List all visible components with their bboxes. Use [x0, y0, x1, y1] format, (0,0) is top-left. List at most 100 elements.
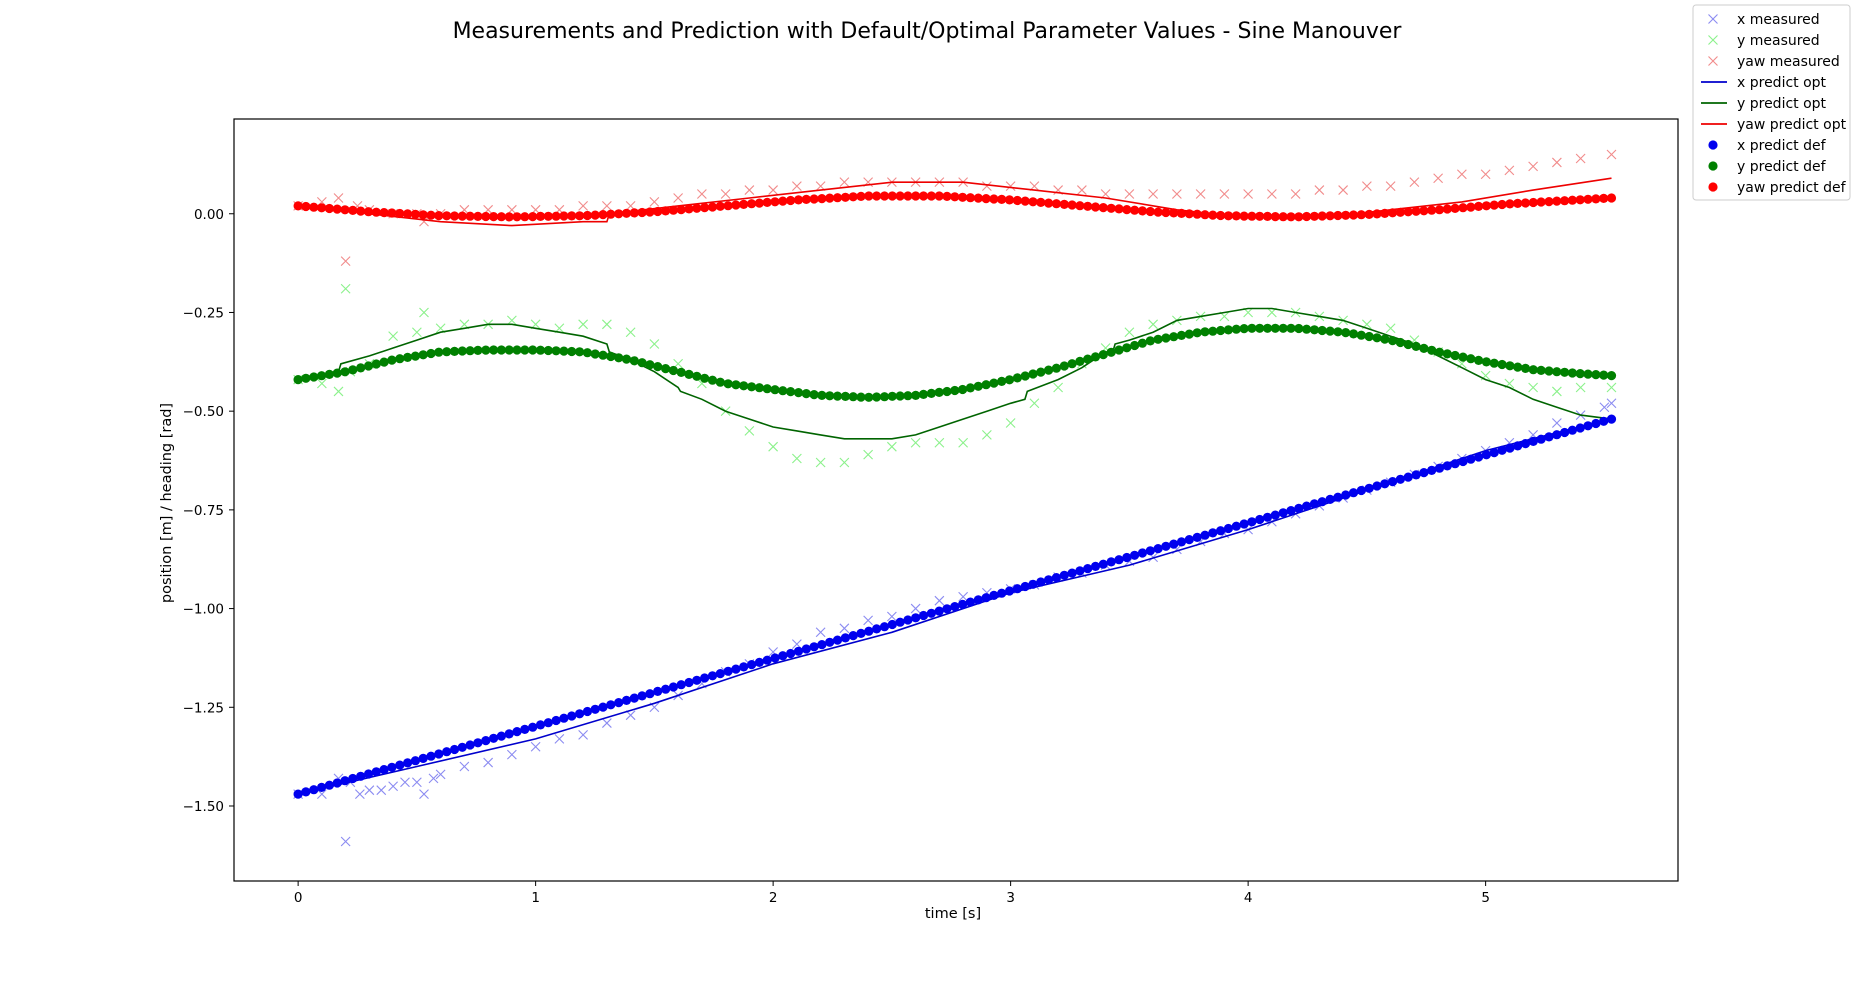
point-yaw-predict-def — [1442, 204, 1452, 214]
point-yaw-measured — [1266, 189, 1277, 199]
legend-marker-x-predict-def — [1708, 140, 1718, 150]
point-x-predict-def — [879, 622, 890, 632]
point-x-predict-def — [489, 733, 499, 743]
point-y-predict-def — [965, 383, 976, 393]
point-y-predict-def — [1004, 375, 1015, 385]
point-y-predict-def — [473, 345, 483, 355]
point-x-predict-def — [403, 758, 413, 768]
point-y-measured — [910, 437, 921, 448]
point-yaw-measured — [1219, 189, 1230, 199]
point-y-predict-def — [825, 391, 835, 401]
point-yaw-predict-def — [1067, 200, 1077, 210]
point-y-predict-def — [739, 381, 749, 391]
point-yaw-predict-def — [793, 195, 804, 205]
y-tick-label: −0.75 — [183, 503, 224, 519]
point-x-measured — [506, 749, 517, 760]
point-y-predict-def — [840, 391, 851, 401]
point-y-predict-def — [1474, 355, 1484, 365]
legend-label: yaw predict opt — [1737, 117, 1847, 133]
point-y-predict-def — [895, 391, 905, 401]
point-x-predict-def — [1450, 459, 1460, 469]
point-yaw-predict-def — [676, 205, 686, 215]
point-y-predict-def — [356, 363, 366, 373]
point-yaw-predict-def — [528, 212, 538, 222]
point-x-predict-def — [1442, 461, 1452, 471]
point-yaw-predict-def — [551, 211, 561, 221]
point-y-predict-def — [1036, 367, 1046, 377]
point-y-predict-def — [1442, 349, 1452, 359]
point-y-predict-def — [1419, 343, 1429, 353]
point-y-predict-def — [832, 391, 843, 401]
point-y-measured — [1124, 327, 1135, 338]
point-x-predict-def — [1505, 443, 1515, 453]
point-x-predict-def — [1591, 418, 1601, 429]
point-x-predict-def — [1560, 427, 1570, 438]
series-y-predict-opt — [297, 307, 1612, 440]
point-y-predict-def — [1341, 328, 1351, 338]
point-y-predict-def — [1520, 363, 1531, 373]
point-y-predict-def — [442, 347, 452, 357]
point-yaw-predict-def — [1458, 203, 1468, 213]
point-yaw-predict-def — [895, 191, 905, 201]
point-yaw-predict-def — [1059, 199, 1069, 209]
point-x-predict-def — [1333, 492, 1343, 502]
point-yaw-predict-def — [567, 211, 577, 221]
point-yaw-predict-def — [340, 205, 350, 215]
point-yaw-predict-def — [778, 196, 788, 206]
point-yaw-predict-def — [395, 208, 405, 219]
point-x-predict-def — [731, 664, 741, 674]
x-tick-label: 1 — [531, 890, 540, 906]
point-y-predict-def — [848, 392, 858, 402]
point-yaw-predict-def — [1302, 211, 1312, 222]
point-yaw-predict-def — [661, 206, 671, 216]
point-y-measured — [839, 457, 850, 468]
point-x-predict-def — [1497, 445, 1507, 455]
point-y-predict-def — [1176, 330, 1187, 340]
point-y-predict-def — [575, 347, 585, 357]
point-yaw-predict-def — [363, 207, 374, 217]
point-x-predict-def — [1552, 430, 1562, 440]
point-x-measured — [815, 627, 826, 638]
point-y-measured — [419, 307, 429, 318]
point-y-predict-def — [1090, 352, 1101, 362]
point-x-predict-def — [1341, 490, 1351, 500]
point-y-predict-def — [489, 345, 499, 355]
point-x-predict-def — [1169, 539, 1179, 549]
point-y-measured — [863, 449, 874, 460]
point-y-predict-def — [770, 385, 780, 395]
point-yaw-predict-def — [809, 194, 819, 204]
point-y-predict-def — [301, 373, 311, 383]
point-yaw-predict-def — [426, 210, 436, 220]
point-y-predict-def — [434, 347, 444, 357]
point-yaw-measured — [791, 181, 802, 192]
point-yaw-predict-def — [1380, 208, 1390, 218]
point-y-predict-def — [496, 345, 506, 355]
point-yaw-predict-def — [598, 210, 608, 220]
point-y-predict-def — [715, 377, 725, 387]
point-yaw-predict-def — [645, 207, 655, 217]
point-y-measured — [1551, 386, 1562, 397]
point-x-predict-def — [614, 698, 624, 708]
point-yaw-measured — [673, 193, 684, 203]
point-x-predict-def — [1388, 477, 1398, 487]
point-yaw-predict-def — [958, 192, 968, 202]
point-x-predict-def — [997, 588, 1007, 598]
legend-item: x predict def — [1708, 138, 1827, 154]
point-y-predict-def — [340, 367, 350, 377]
point-yaw-predict-def — [1278, 212, 1288, 222]
point-y-predict-def — [1599, 370, 1609, 380]
point-x-measured — [483, 757, 494, 768]
point-y-predict-def — [1145, 336, 1155, 346]
point-y-predict-def — [1075, 356, 1085, 366]
point-yaw-measured — [696, 189, 707, 199]
point-yaw-predict-def — [317, 203, 327, 213]
point-yaw-predict-def — [1481, 201, 1491, 211]
point-yaw-predict-def — [1114, 204, 1124, 214]
point-x-predict-def — [1176, 537, 1187, 547]
x-tick-label: 5 — [1481, 890, 1490, 906]
point-yaw-predict-def — [942, 191, 952, 201]
point-y-measured — [958, 437, 969, 448]
point-yaw-predict-def — [442, 211, 452, 221]
point-y-predict-def — [551, 346, 561, 356]
series-yaw-predict-def — [293, 191, 1617, 222]
